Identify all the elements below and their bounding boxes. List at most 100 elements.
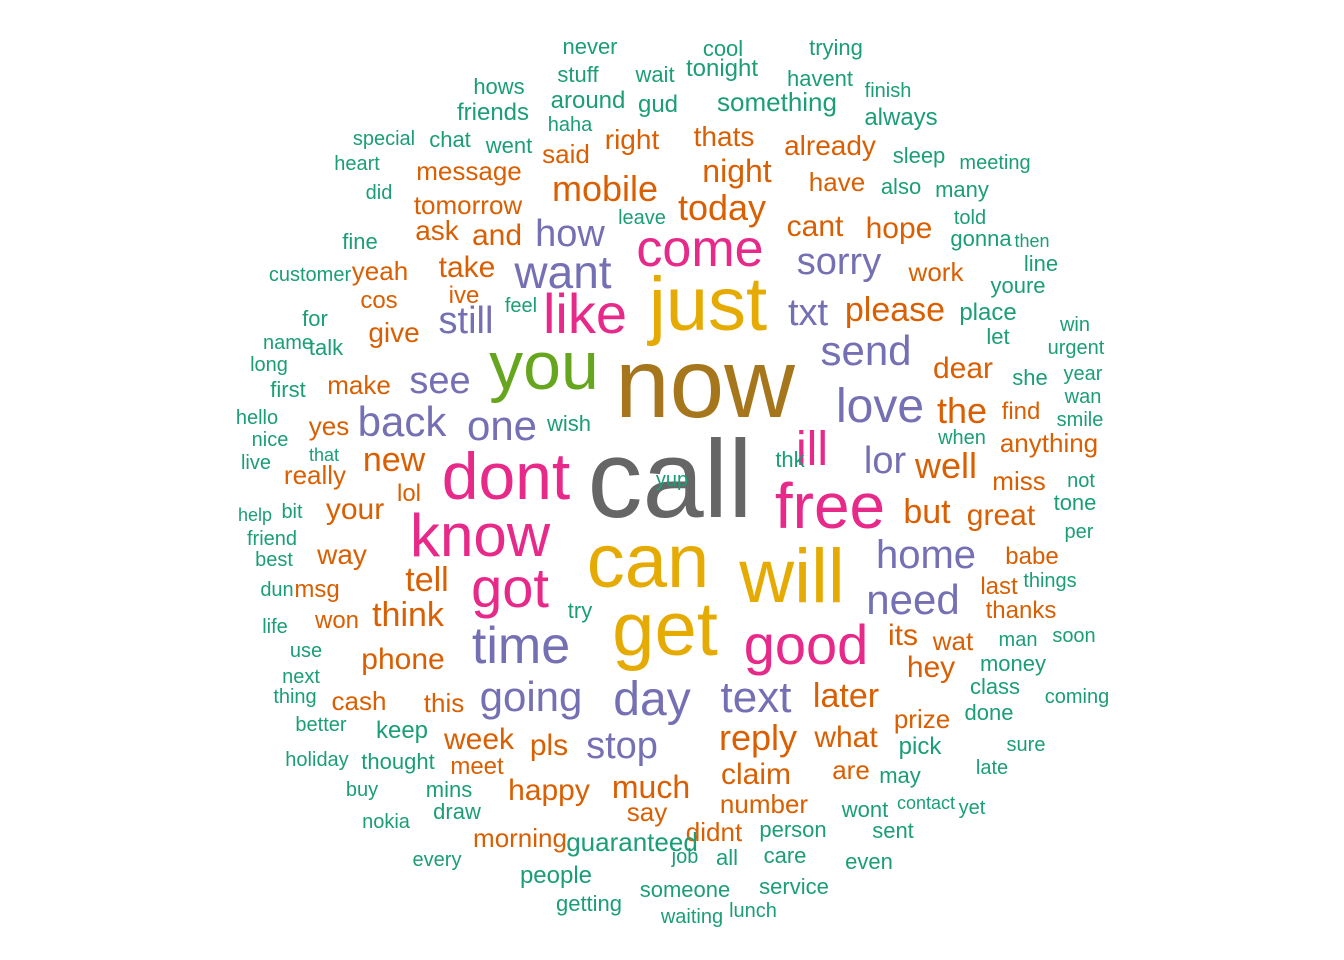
word-yet: yet (958, 797, 986, 819)
word-going: going (479, 673, 583, 720)
word-well: well (914, 445, 978, 486)
word-gonna: gonna (950, 226, 1012, 251)
word-let: let (986, 324, 1010, 349)
word-lunch: lunch (729, 900, 777, 922)
word-tomorrow: tomorrow (413, 190, 523, 220)
word-class: class (969, 674, 1021, 699)
word-ill: ill (796, 423, 828, 476)
word-nice: nice (251, 429, 289, 451)
word-even: even (845, 849, 893, 874)
word-see: see (409, 360, 471, 402)
word-thk: thk (775, 447, 805, 472)
word-late: late (975, 757, 1009, 779)
word-get: get (612, 587, 718, 672)
word-home: home (875, 533, 977, 577)
word-meet: meet (450, 753, 504, 780)
word-heart: heart (334, 153, 380, 175)
word-place: place (959, 299, 1017, 326)
word-your: your (325, 493, 385, 526)
word-ive: ive (448, 282, 480, 309)
word-sorry: sorry (796, 241, 882, 283)
word-holiday: holiday (285, 749, 349, 771)
word-great: great (966, 499, 1036, 532)
word-new: new (362, 441, 426, 479)
word-then: then (1014, 231, 1050, 251)
word-wish: wish (546, 411, 592, 436)
word-told: told (953, 207, 987, 229)
word-love: love (835, 380, 925, 433)
word-cool: cool (702, 36, 744, 61)
word-txt: txt (787, 292, 829, 334)
word-sleep: sleep (892, 143, 946, 168)
word-first: first (270, 377, 306, 402)
word-thing: thing (273, 686, 317, 708)
word-day: day (613, 673, 691, 726)
word-draw: draw (433, 799, 481, 824)
word-someone: someone (639, 877, 731, 902)
word-people: people (519, 862, 593, 889)
word-finish: finish (864, 80, 912, 102)
word-need: need (866, 576, 960, 623)
word-number: number (719, 789, 809, 819)
word-thanks: thanks (985, 597, 1057, 624)
word-money: money (979, 651, 1047, 676)
word-trying: trying (809, 35, 863, 60)
word-still: still (438, 300, 494, 342)
word-can: can (586, 519, 710, 604)
word-miss: miss (992, 466, 1046, 496)
word-already: already (784, 130, 876, 161)
word-leave: leave (618, 207, 666, 229)
word-yeah: yeah (351, 256, 409, 286)
word-how: how (535, 213, 605, 255)
word-next: next (282, 666, 320, 688)
word-when: when (938, 427, 986, 449)
word-use: use (289, 640, 323, 662)
word-and: and (471, 219, 523, 252)
word-hows: hows (473, 74, 525, 99)
word-bit: bit (281, 501, 303, 523)
word-tonight: tonight (685, 55, 759, 82)
word-babe: babe (1005, 543, 1059, 570)
word-win: win (1059, 314, 1091, 336)
word-dear: dear (932, 352, 994, 385)
word-fine: fine (342, 229, 378, 254)
word-youre: youre (990, 273, 1046, 298)
word-for: for (302, 306, 328, 331)
word-talk: talk (308, 335, 344, 360)
word-happy: happy (508, 774, 590, 807)
word-have: have (808, 167, 866, 197)
word-did: did (365, 182, 393, 204)
word-but: but (903, 493, 951, 531)
word-life: life (262, 616, 288, 638)
word-service: service (759, 874, 829, 899)
word-coming: coming (1044, 686, 1110, 708)
word-hey: hey (906, 651, 956, 684)
word-sure: sure (1006, 734, 1046, 756)
word-yes: yes (308, 411, 350, 441)
word-friend: friend (246, 528, 298, 550)
word-please: please (844, 291, 946, 329)
word-friends: friends (456, 99, 530, 126)
word-the: the (936, 390, 988, 431)
word-thought: thought (361, 749, 435, 774)
word-many: many (935, 177, 989, 202)
word-guaranteed: guaranteed (566, 827, 698, 857)
word-waiting: waiting (660, 906, 724, 928)
word-dun: dun (260, 579, 294, 601)
word-also: also (880, 174, 922, 199)
word-night: night (702, 153, 772, 189)
word-sent: sent (872, 818, 914, 843)
word-mobile: mobile (551, 168, 659, 209)
word-hope: hope (865, 212, 933, 245)
word-mins: mins (425, 777, 473, 802)
word-soon: soon (1052, 625, 1096, 647)
word-now: now (615, 328, 795, 438)
word-prize: prize (893, 704, 951, 734)
word-per: per (1064, 521, 1094, 543)
word-gud: gud (637, 91, 679, 118)
word-wat: wat (932, 626, 974, 656)
word-know: know (409, 502, 551, 569)
word-getting: getting (555, 891, 623, 916)
word-chat: chat (429, 127, 471, 152)
word-cos: cos (360, 287, 398, 314)
